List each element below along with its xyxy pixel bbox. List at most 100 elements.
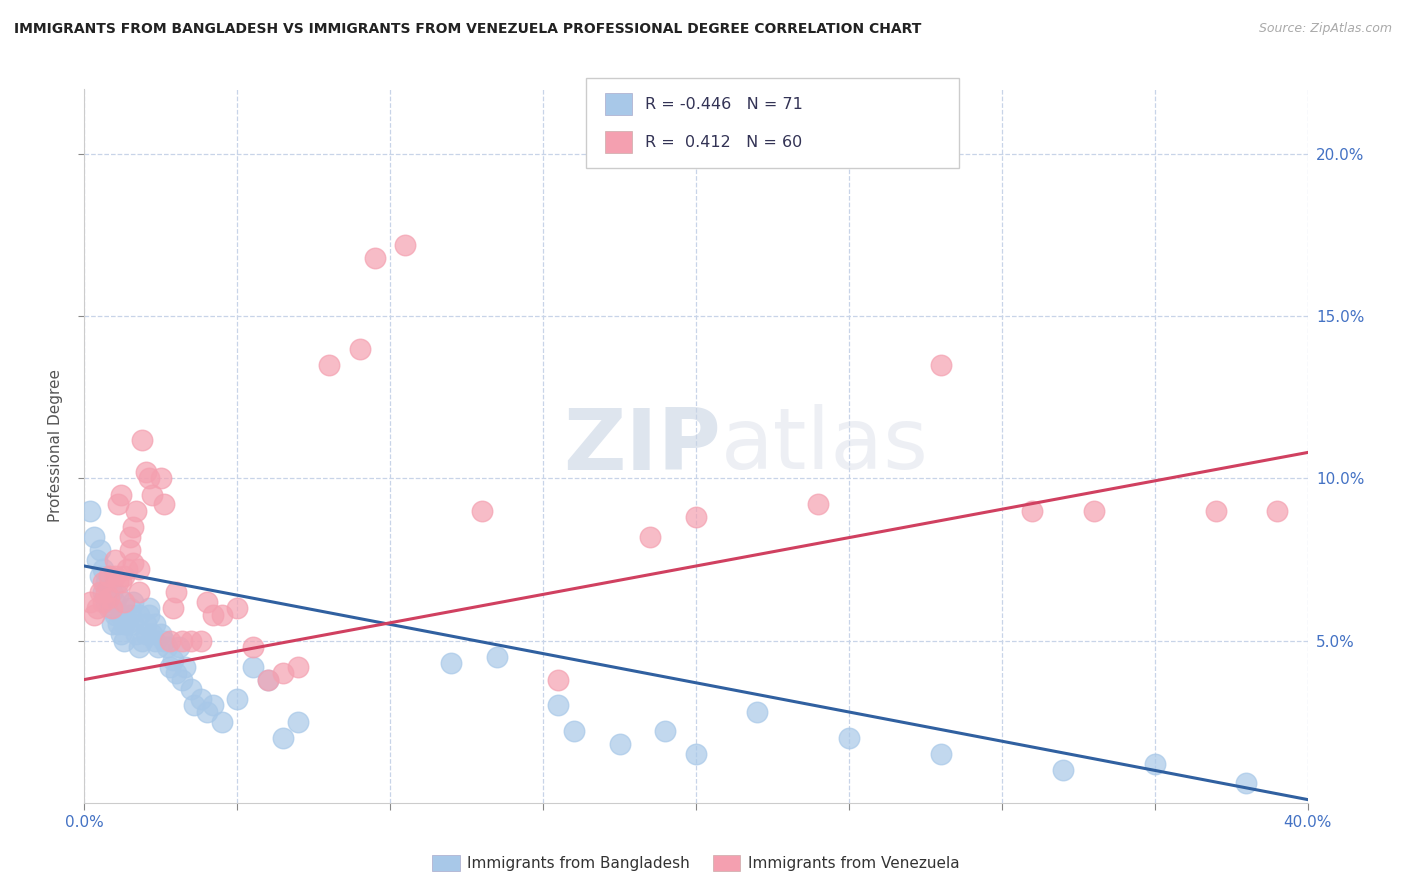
Point — [172, 673, 194, 687]
Point — [201, 607, 224, 622]
Point — [112, 595, 135, 609]
Point — [143, 617, 166, 632]
Point — [104, 595, 127, 609]
Point — [226, 692, 249, 706]
Point — [122, 520, 145, 534]
Point — [685, 747, 707, 761]
Text: IMMIGRANTS FROM BANGLADESH VS IMMIGRANTS FROM VENEZUELA PROFESSIONAL DEGREE CORR: IMMIGRANTS FROM BANGLADESH VS IMMIGRANTS… — [14, 22, 921, 37]
Point — [1083, 504, 1105, 518]
Point — [112, 617, 135, 632]
Point — [201, 698, 224, 713]
Point — [167, 640, 190, 654]
FancyBboxPatch shape — [606, 131, 631, 153]
Point — [79, 595, 101, 609]
Point — [929, 747, 952, 761]
Point — [211, 714, 233, 729]
Point — [364, 251, 387, 265]
Point — [1052, 764, 1074, 778]
Point — [394, 238, 416, 252]
Point — [609, 738, 631, 752]
Point — [135, 465, 157, 479]
Point — [146, 640, 169, 654]
Point — [190, 692, 212, 706]
Point — [86, 552, 108, 566]
Point — [287, 714, 309, 729]
Point — [1265, 504, 1288, 518]
Point — [149, 471, 172, 485]
Point — [1205, 504, 1227, 518]
Point — [125, 504, 148, 518]
Point — [128, 607, 150, 622]
Point — [562, 724, 585, 739]
Point — [271, 731, 294, 745]
Point — [110, 488, 132, 502]
Point — [287, 659, 309, 673]
Point — [107, 617, 129, 632]
Point — [110, 607, 132, 622]
Point — [107, 575, 129, 590]
Point — [89, 585, 111, 599]
Point — [162, 601, 184, 615]
Point — [97, 568, 120, 582]
Point — [135, 617, 157, 632]
Point — [115, 617, 138, 632]
Point — [257, 673, 280, 687]
Point — [128, 585, 150, 599]
Point — [195, 705, 218, 719]
Point — [97, 601, 120, 615]
Point — [107, 497, 129, 511]
Point — [120, 542, 142, 557]
Point — [226, 601, 249, 615]
Point — [153, 633, 176, 648]
Point — [747, 705, 769, 719]
Point — [104, 568, 127, 582]
Point — [195, 595, 218, 609]
Point — [91, 595, 114, 609]
Point — [172, 633, 194, 648]
Text: R = -0.446   N = 71: R = -0.446 N = 71 — [645, 96, 803, 112]
Point — [271, 666, 294, 681]
Legend: Immigrants from Bangladesh, Immigrants from Venezuela: Immigrants from Bangladesh, Immigrants f… — [426, 849, 966, 877]
Y-axis label: Professional Degree: Professional Degree — [48, 369, 63, 523]
Point — [156, 640, 179, 654]
Point — [83, 530, 105, 544]
Point — [929, 358, 952, 372]
Point — [135, 627, 157, 641]
Point — [112, 568, 135, 582]
Point — [149, 627, 172, 641]
Point — [471, 504, 494, 518]
Point — [159, 659, 181, 673]
Point — [180, 633, 202, 648]
Point — [174, 659, 197, 673]
Point — [125, 627, 148, 641]
Point — [257, 673, 280, 687]
Point — [94, 595, 117, 609]
Point — [638, 530, 661, 544]
Point — [115, 562, 138, 576]
Point — [183, 698, 205, 713]
Point — [1143, 756, 1166, 771]
Point — [89, 568, 111, 582]
Point — [162, 653, 184, 667]
Point — [128, 640, 150, 654]
Point — [654, 724, 676, 739]
Point — [101, 601, 124, 615]
Point — [1021, 504, 1043, 518]
Point — [83, 607, 105, 622]
Point — [110, 575, 132, 590]
Point — [97, 568, 120, 582]
Point — [547, 673, 569, 687]
Point — [120, 530, 142, 544]
Point — [86, 601, 108, 615]
Point — [838, 731, 860, 745]
Text: Source: ZipAtlas.com: Source: ZipAtlas.com — [1258, 22, 1392, 36]
Point — [107, 588, 129, 602]
Point — [180, 682, 202, 697]
Point — [159, 633, 181, 648]
FancyBboxPatch shape — [606, 94, 631, 115]
FancyBboxPatch shape — [586, 78, 959, 168]
Point — [94, 585, 117, 599]
Point — [122, 595, 145, 609]
Point — [91, 585, 114, 599]
Point — [122, 617, 145, 632]
